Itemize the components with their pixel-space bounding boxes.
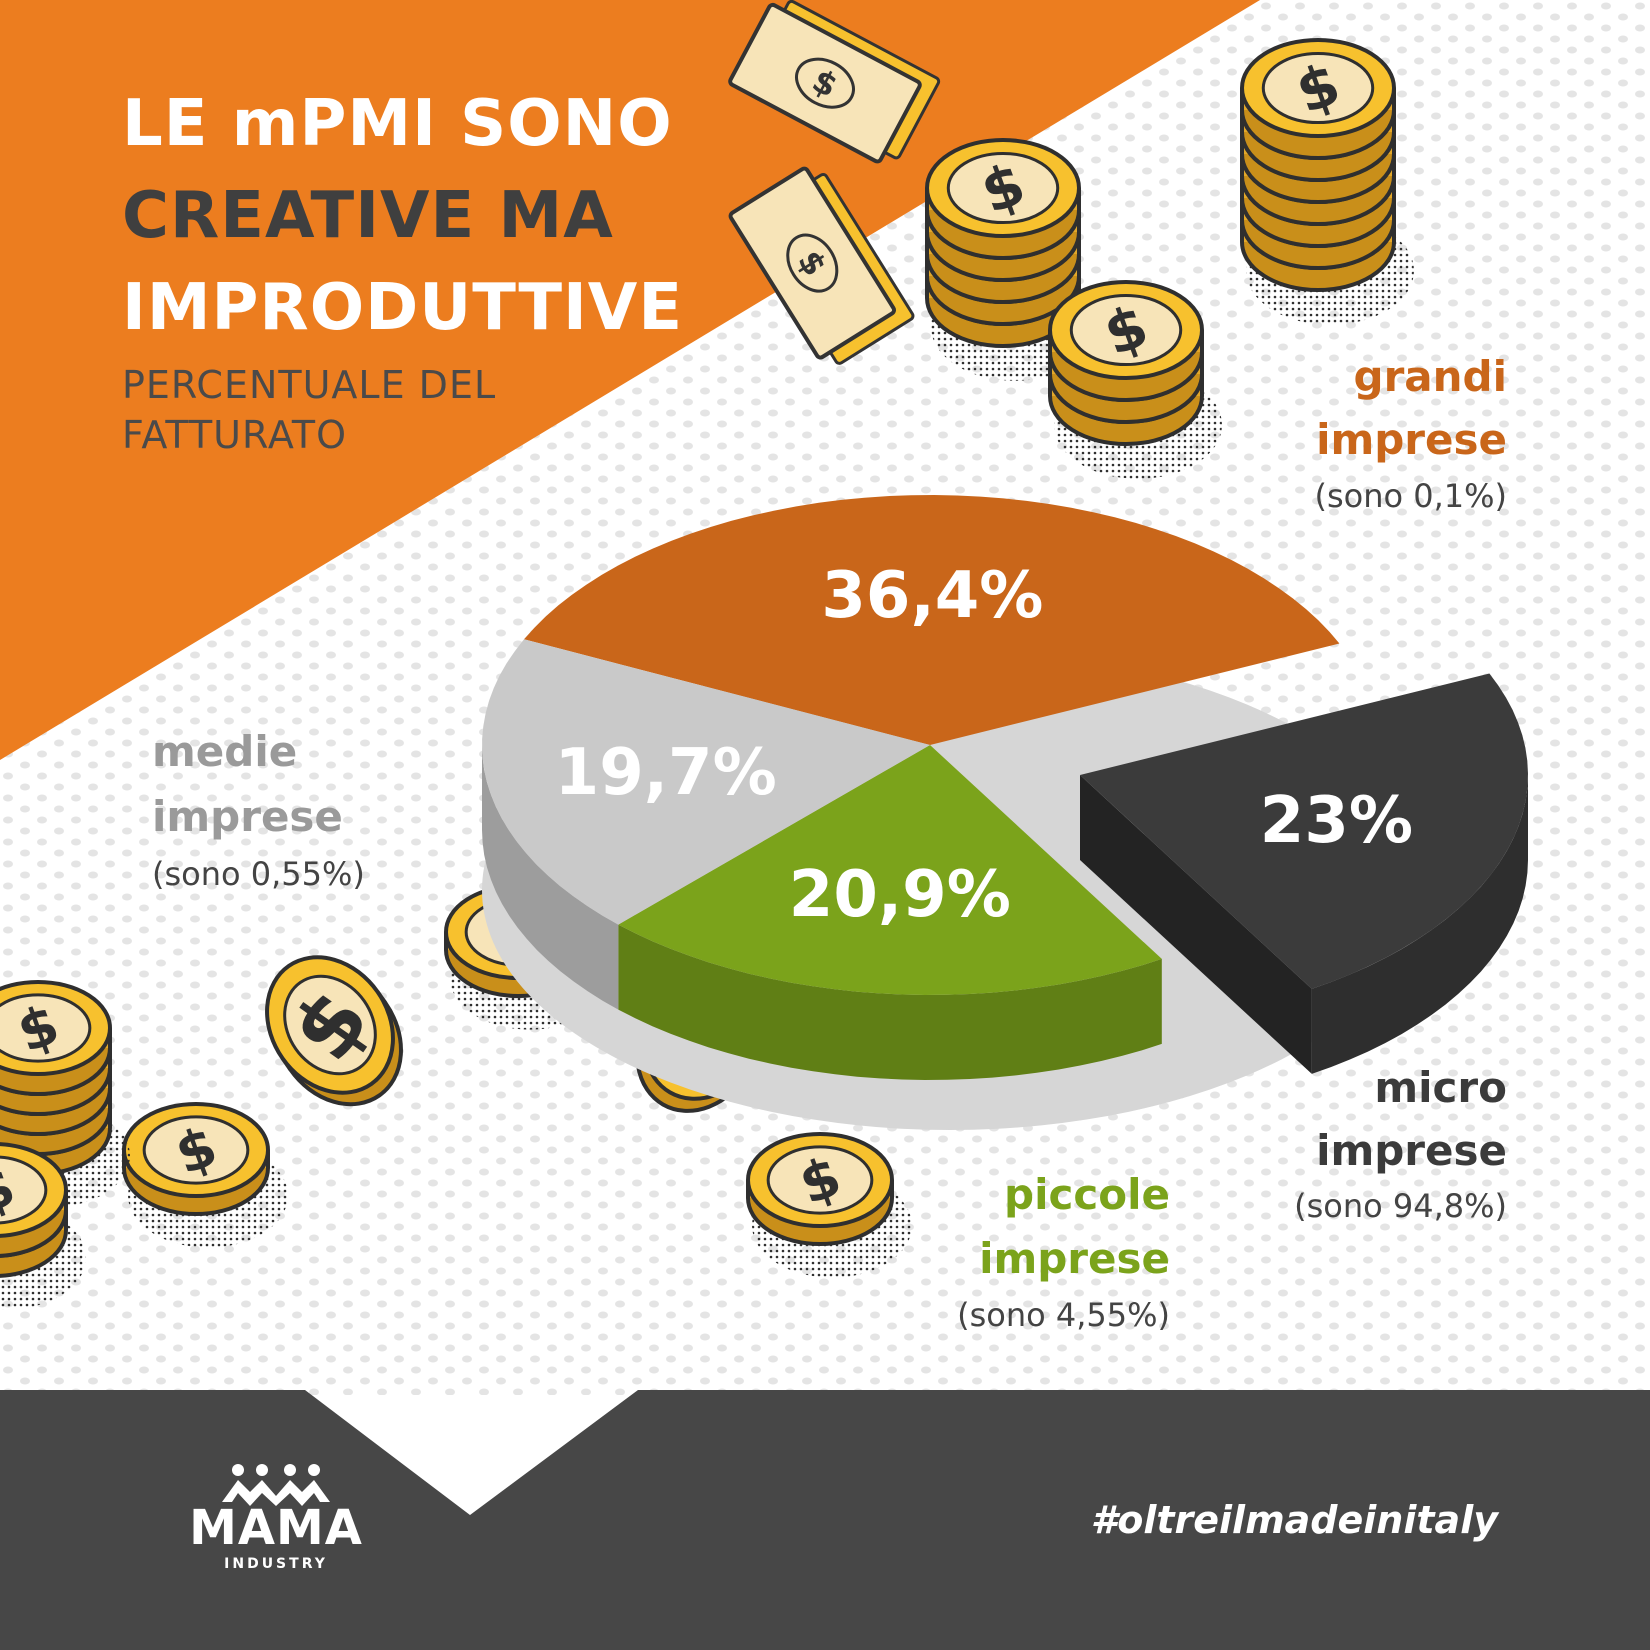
label-micro-line-2: imprese [1316, 1126, 1507, 1175]
label-medie-line-1: medie [152, 727, 298, 776]
hashtag: #oltreilmadeinitaly [1090, 1498, 1498, 1542]
logo-sub: INDUSTRY [224, 1556, 328, 1572]
pie-value-label-3: 19,7% [555, 736, 777, 810]
label-medie-line-2: imprese [152, 792, 343, 841]
mama-industry-logo: MAMA INDUSTRY [166, 1462, 386, 1572]
title-line-3: IMPRODUTTIVE [122, 271, 684, 345]
pie-value-label-1: 23% [1260, 784, 1413, 858]
footer [0, 1390, 1650, 1650]
label-grandi-line-1: grandi [1353, 352, 1507, 401]
pie-slice-0 [524, 495, 1340, 745]
title-line-2: CREATIVE MA [122, 179, 614, 253]
coin-icon: $ [265, 955, 403, 1107]
label-piccole-line-2: imprese [979, 1234, 1170, 1283]
label-grandi-share: (sono 0,1%) [1314, 477, 1507, 515]
pie-slice-wall-1 [1080, 775, 1312, 1074]
coin-stack-icon: $ [122, 1102, 288, 1248]
pie-slice-side-2 [618, 924, 1162, 1080]
title-line-1: LE mPMI SONO [122, 87, 673, 161]
coin-stack-icon: $$$$$ [925, 138, 1099, 381]
banknote-icon: $ $ [728, 0, 941, 365]
subtitle-line-2: FATTURATO [122, 413, 348, 457]
label-micro-line-1: micro [1374, 1063, 1507, 1112]
pie-slice-1 [1080, 673, 1528, 989]
pie-slice-2 [618, 745, 1162, 995]
people-icon [222, 1464, 330, 1506]
label-grandi-line-2: imprese [1316, 415, 1507, 464]
label-piccole-share: (sono 4,55%) [957, 1296, 1170, 1334]
logo-word: MAMA [189, 1500, 363, 1556]
pie-slice-side-1 [1311, 775, 1528, 1074]
coin-stack-icon: $$$$$$$ [1240, 38, 1414, 325]
coin-stack-icon: $$ [0, 1142, 86, 1310]
pie-value-label-0: 36,4% [821, 559, 1043, 633]
pie-slice-3 [482, 639, 930, 925]
label-micro-share: (sono 94,8%) [1294, 1187, 1507, 1225]
label-piccole-line-1: piccole [1004, 1170, 1170, 1219]
title-block: LE mPMI SONO CREATIVE MA IMPRODUTTIVE PE… [122, 78, 683, 460]
pie-slice-side-3 [482, 745, 619, 1010]
pie-value-label-2: 20,9% [789, 858, 1011, 932]
coin-stack-icon: $$$ [1048, 280, 1222, 479]
pie-chart: 36,4% 23% 20,9%19,7% [482, 495, 1528, 1130]
coin-stack-icon: $ [746, 1132, 912, 1278]
coin-icon: $$$$$$$$$$$$$$$$$$$$$$$$$$$ [0, 38, 1414, 1310]
subtitle-line-1: PERCENTUALE DEL [122, 363, 497, 407]
label-medie-share: (sono 0,55%) [152, 855, 365, 893]
coin-stack-icon: $$$$$ [0, 980, 130, 1208]
